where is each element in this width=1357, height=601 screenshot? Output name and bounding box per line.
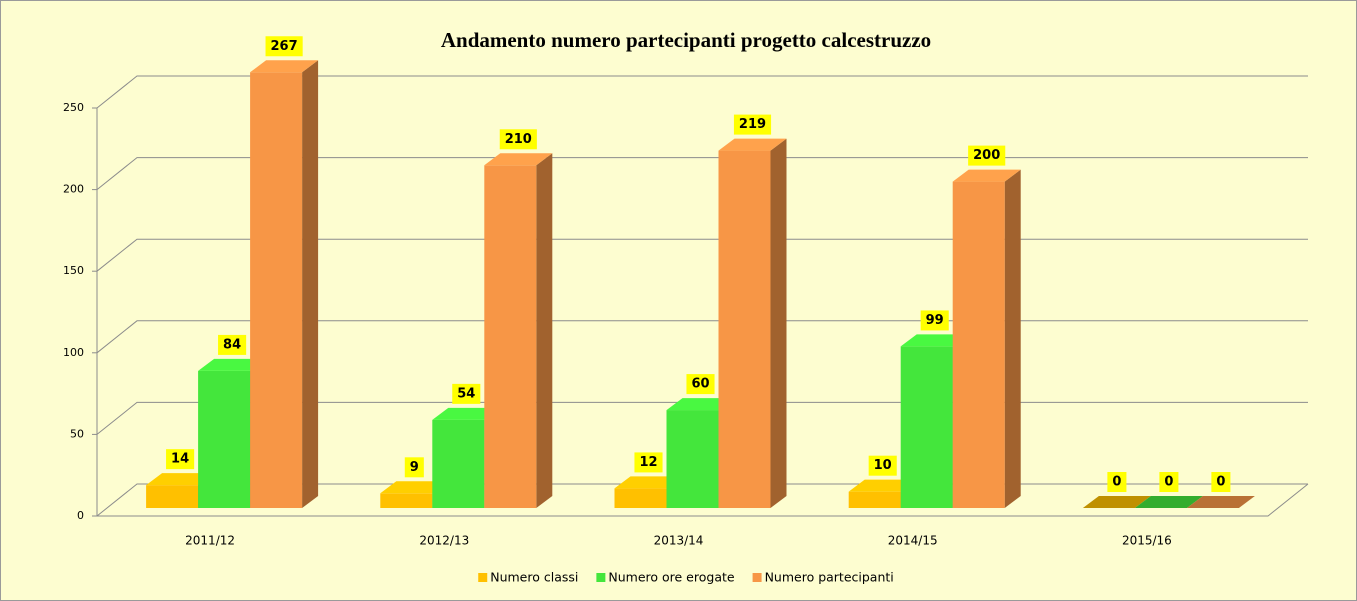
bar-top [146, 473, 215, 486]
grid-line [96, 238, 1308, 272]
bar-top [432, 407, 501, 420]
data-label: 219 [739, 117, 766, 132]
data-label: 60 [691, 377, 709, 392]
data-label: 0 [1216, 475, 1225, 490]
bar-front [250, 72, 303, 509]
bar-top [848, 479, 917, 492]
bar-front [848, 491, 901, 508]
bar-top [484, 153, 553, 166]
bar-top [718, 138, 787, 151]
y-tick-label: 100 [63, 346, 84, 359]
bar-top [1082, 496, 1151, 508]
bar-top [1134, 496, 1203, 508]
bar-front [718, 150, 771, 509]
data-label: 99 [926, 313, 944, 328]
y-tick-label: 250 [63, 101, 84, 114]
bar-top [614, 476, 683, 489]
bar-front [666, 410, 719, 508]
bar-front [432, 419, 485, 508]
legend-label: Numero classi [490, 570, 578, 585]
bar-front [900, 346, 953, 508]
data-label: 267 [271, 39, 298, 54]
bar-front [484, 165, 537, 508]
data-label-background [868, 455, 897, 476]
bar-top [666, 398, 735, 411]
legend-label: Numero partecipanti [765, 570, 894, 585]
data-label-background [1159, 472, 1179, 492]
bar-top [952, 169, 1021, 182]
x-tick-label: 2013/14 [654, 534, 704, 548]
bar [1082, 496, 1151, 508]
data-label: 210 [505, 132, 532, 147]
bar-top [250, 60, 319, 73]
legend-swatch [752, 573, 762, 582]
legend-swatch [596, 573, 606, 582]
bar [250, 60, 319, 509]
bar [952, 169, 1021, 508]
chart-title: Andamento numero partecipanti progetto c… [441, 28, 931, 52]
bar-front [198, 370, 251, 508]
bar-top [380, 481, 449, 494]
data-label-background [733, 114, 772, 135]
bar-side [770, 138, 787, 509]
data-label-background [218, 334, 247, 355]
y-tick-label: 200 [63, 183, 84, 196]
bar-front [380, 493, 433, 508]
data-label: 10 [874, 458, 892, 473]
data-label-background [499, 129, 537, 150]
legend-swatch [478, 573, 488, 582]
data-label-background [968, 145, 1006, 166]
bar-side [536, 153, 553, 508]
x-tick-label: 2011/12 [185, 534, 235, 548]
data-label-background [920, 310, 949, 331]
y-tick-label: 0 [77, 509, 84, 522]
data-label-background [452, 383, 481, 404]
x-tick-label: 2012/13 [419, 534, 469, 548]
data-label: 54 [457, 386, 475, 401]
bar-top [1186, 496, 1255, 508]
bar-side [302, 60, 319, 508]
floor [97, 483, 1309, 517]
data-label: 9 [410, 460, 419, 475]
bar-front [952, 181, 1005, 508]
bar [1186, 496, 1255, 508]
data-label: 0 [1112, 475, 1121, 490]
data-label-background [265, 36, 303, 57]
bar-front [146, 485, 199, 508]
bar [484, 153, 553, 508]
legend-label: Numero ore erogate [608, 570, 734, 585]
grid-line [96, 157, 1308, 190]
data-label: 0 [1164, 475, 1173, 490]
y-tick-label: 50 [70, 427, 84, 440]
data-label-background [1107, 472, 1127, 492]
bar [718, 138, 787, 509]
grid-line [96, 75, 1308, 109]
grid-line [96, 320, 1308, 354]
bar-side [1004, 169, 1021, 508]
bar-top [900, 334, 969, 347]
x-tick-label: 2015/16 [1122, 534, 1172, 548]
y-tick-label: 150 [63, 264, 84, 277]
data-label-background [404, 457, 424, 478]
data-label-background [686, 374, 715, 395]
data-label-background [166, 449, 195, 470]
bar-front [614, 488, 667, 508]
data-label: 12 [639, 455, 657, 470]
data-label-background [1211, 472, 1231, 492]
bar-top [198, 358, 267, 371]
x-tick-label: 2014/15 [888, 534, 938, 548]
data-label: 200 [973, 148, 1000, 163]
data-label: 14 [171, 452, 189, 467]
bar [1134, 496, 1203, 508]
data-label-background [634, 452, 663, 473]
data-label: 84 [223, 337, 241, 352]
